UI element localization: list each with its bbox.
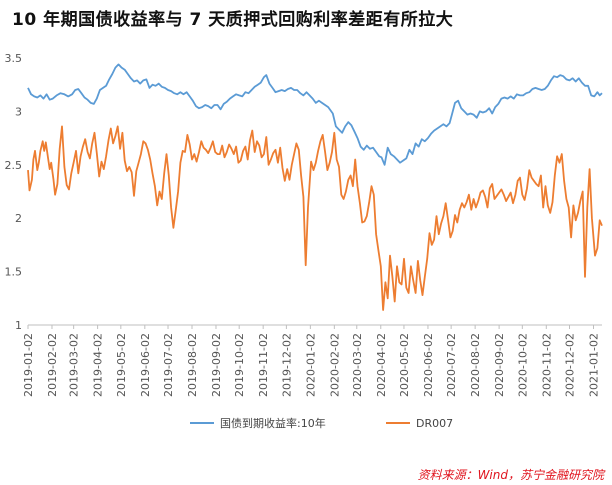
x-tick-label: 2020-02-02 xyxy=(328,333,341,397)
legend-label: DR007 xyxy=(416,417,453,430)
source-note: 资料来源：Wind，苏宁金融研究院 xyxy=(417,468,604,482)
x-tick-label: 2019-01-02 xyxy=(22,333,35,397)
x-tick-label: 2020-11-02 xyxy=(540,333,553,397)
legend-label: 国债到期收益率:10年 xyxy=(220,416,326,430)
x-tick-label: 2019-08-02 xyxy=(186,333,199,397)
series-line-0 xyxy=(27,63,603,166)
series-line-1 xyxy=(27,125,603,311)
x-tick-label: 2019-02-02 xyxy=(46,333,59,397)
y-tick-label: 1.5 xyxy=(5,266,23,279)
x-tick-label: 2019-06-02 xyxy=(139,333,152,397)
x-tick-label: 2019-10-02 xyxy=(233,333,246,397)
x-tick-label: 2020-08-02 xyxy=(469,333,482,397)
x-tick-label: 2021-01-02 xyxy=(587,333,600,397)
x-tick-label: 2020-07-02 xyxy=(445,333,458,397)
x-tick-label: 2019-07-02 xyxy=(162,333,175,397)
x-tick-label: 2019-04-02 xyxy=(92,333,105,397)
x-tick-label: 2019-11-02 xyxy=(257,333,270,397)
y-tick-label: 3 xyxy=(15,105,22,118)
y-tick-label: 2.5 xyxy=(5,159,23,172)
x-tick-label: 2020-04-02 xyxy=(375,333,388,397)
x-tick-label: 2020-05-02 xyxy=(398,333,411,397)
chart-title: 10 年期国债收益率与 7 天质押式回购利率差距有所拉大 xyxy=(12,10,454,30)
x-tick-label: 2019-05-02 xyxy=(115,333,128,397)
x-tick-label: 2020-06-02 xyxy=(422,333,435,397)
y-tick-label: 2 xyxy=(15,212,22,225)
x-tick-label: 2020-09-02 xyxy=(493,333,506,397)
x-tick-label: 2020-03-02 xyxy=(351,333,364,397)
x-tick-label: 2020-12-02 xyxy=(564,333,577,397)
x-tick-label: 2019-12-02 xyxy=(280,333,293,397)
x-tick-label: 2020-01-02 xyxy=(304,333,317,397)
y-tick-label: 1 xyxy=(15,319,22,332)
x-tick-label: 2019-09-02 xyxy=(210,333,223,397)
x-tick-label: 2020-10-02 xyxy=(516,333,529,397)
y-tick-label: 3.5 xyxy=(5,52,23,65)
x-tick-label: 2019-03-02 xyxy=(68,333,81,397)
